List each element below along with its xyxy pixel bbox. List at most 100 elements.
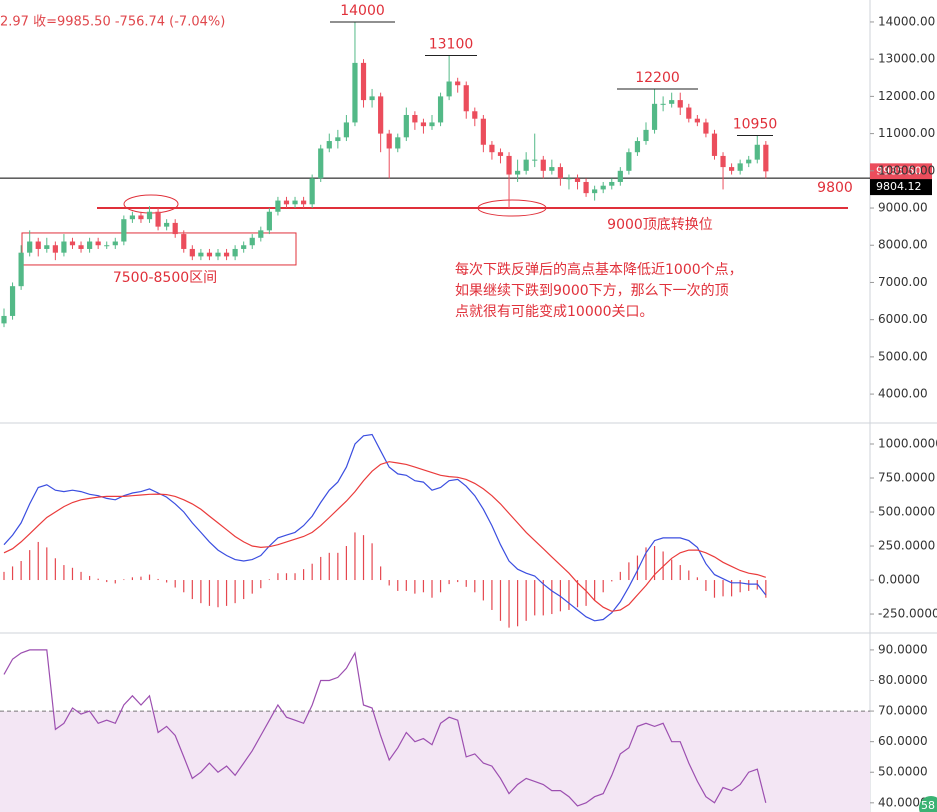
last-close-box [870,163,932,180]
support-label: 9800 [817,180,853,196]
candle-body [737,163,743,171]
candle-body [326,141,332,149]
candle-body [626,152,632,171]
y-tick-label: 7000.00 [878,275,928,289]
note-line: 如果继续下跌到9000下方，那么下一次的顶 [455,282,729,299]
candle-body [129,215,135,220]
candle-body [523,159,529,171]
candle-body [420,122,427,127]
candle-body [746,159,752,164]
candle-body [446,81,452,97]
candle-body [480,118,486,145]
candle-body [360,62,367,101]
candle-body [206,252,213,257]
candle-body [172,222,178,235]
candle-body [27,241,33,253]
highlight-ellipse [477,199,547,217]
y-tick-label: -250.0000 [878,607,937,621]
candle-body [69,241,76,246]
peak-label: 14000 [340,3,385,19]
candle-body [61,241,67,253]
price-line-label: 9804.12 [876,180,922,193]
candle-body [87,241,93,249]
candle-body [540,159,546,171]
candle-body [378,96,384,134]
candle-body [283,200,290,205]
y-tick-label: 90.0000 [878,642,928,656]
candle-body [189,248,195,257]
candle-body [515,170,521,175]
candle-body [146,211,153,220]
candle-body [429,122,435,127]
candle-body [412,114,418,123]
y-tick-label: 4000.00 [878,387,928,401]
candle-body [9,286,16,316]
candle-body [155,211,161,227]
candle-body [52,245,58,253]
candle-body [352,62,358,123]
candle-body [301,200,307,205]
candle-body [1,315,7,324]
candle-body [754,144,760,160]
candle-body [258,230,264,238]
candle-body [223,252,230,257]
candle-body [763,144,769,172]
y-tick-label: 5000.00 [878,349,928,363]
candle-body [232,248,238,257]
candle-body [497,152,504,156]
candle-body [104,245,110,247]
candle-body [720,155,726,168]
y-tick-label: 11000.00 [878,126,935,140]
candle-body [395,137,401,149]
y-tick-label: 70.0000 [878,704,928,718]
candle-body [583,181,589,194]
candle-body [386,133,392,149]
candle-body [44,245,50,249]
candle-body [181,234,187,249]
candle-body [112,241,118,246]
candle-body [241,245,247,249]
peak-label: 13100 [429,36,474,52]
candle-body [557,167,563,179]
candle-body [455,81,461,86]
support-note: 9000顶底转换位 [607,216,713,233]
rsi-band [0,711,870,812]
candle-body [677,100,683,108]
candle-body [403,114,409,138]
candle-body [18,252,24,287]
candle-body [686,107,692,119]
y-tick-label: 80.0000 [878,673,928,687]
y-tick-label: 0.0000 [878,573,920,587]
y-tick-label: 8000.00 [878,238,928,252]
candle-body [472,111,478,119]
last-close-label: 9985.50 [876,164,922,177]
candle-body [292,200,298,205]
candle-body [711,133,718,156]
candle-body [266,211,272,231]
price-line-box [870,179,932,196]
candle-body [35,241,41,249]
candle-body [343,122,349,138]
candle-body [729,167,735,171]
badge-label: 58 [921,799,935,812]
candle-body [532,159,538,161]
y-tick-label: 50.0000 [878,765,928,779]
candle-body [600,185,606,190]
candle-body [198,252,204,257]
candle-body [437,96,444,123]
range-box-label: 7500-8500区间 [113,270,217,286]
candle-body [309,178,315,205]
candle-body [215,252,221,257]
candle-body [574,178,581,182]
note-line: 每次下跌反弹后的高点基本降低近1000个点， [455,261,743,278]
candle-body [634,141,641,153]
y-tick-label: 14000.00 [878,14,935,28]
y-tick-label: 60.0000 [878,734,928,748]
macd-line [3,433,767,622]
note-line: 点就很有可能变成10000关口。 [455,304,654,320]
candle-body [369,96,375,101]
y-tick-label: 40.0000 [878,795,928,809]
y-tick-label: 6000.00 [878,312,928,326]
